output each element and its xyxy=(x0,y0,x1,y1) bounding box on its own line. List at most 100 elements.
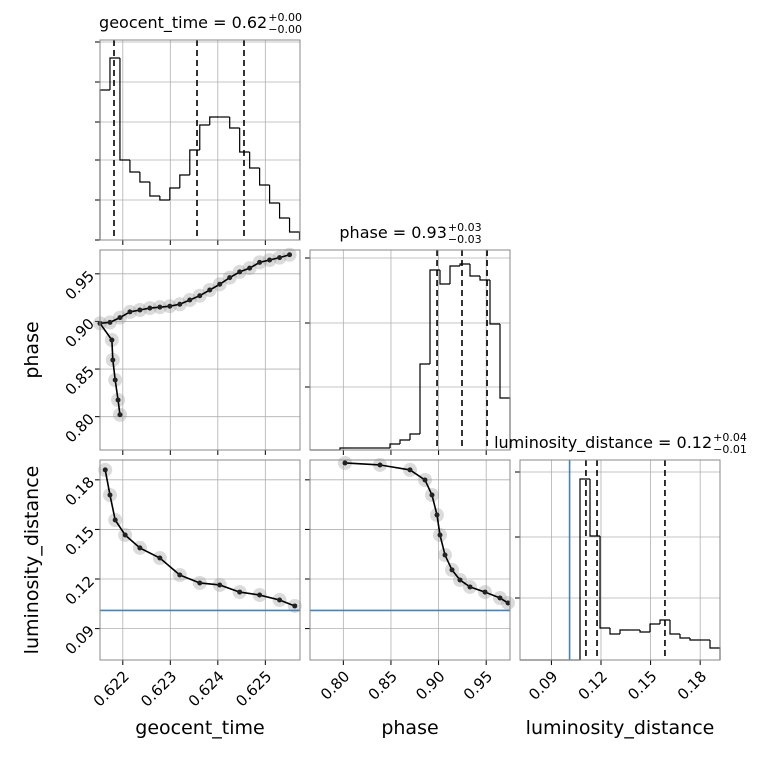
y-tick-label: 0.85 xyxy=(62,362,98,398)
sample-point xyxy=(237,269,243,275)
panel-frame xyxy=(309,459,511,661)
y-tick-label: 0.09 xyxy=(62,622,98,658)
title-superscript: +0.04 xyxy=(713,431,747,444)
y-tick-label: 0.90 xyxy=(62,315,98,351)
histogram-bin xyxy=(339,447,350,450)
sample-point xyxy=(505,600,511,606)
sample-point xyxy=(482,589,488,595)
sample-point xyxy=(107,319,113,325)
y-tick-label: 0.80 xyxy=(62,410,98,446)
sample-point xyxy=(107,492,113,498)
histogram-title: geocent_time = 0.62 xyxy=(99,13,267,33)
sample-point xyxy=(197,580,203,586)
title-subscript: −0.03 xyxy=(448,233,482,246)
sample-point xyxy=(137,545,143,551)
sample-point xyxy=(422,477,428,483)
histogram-bin xyxy=(199,124,210,150)
sample-point xyxy=(237,589,243,595)
sample-point xyxy=(112,517,118,523)
sample-point xyxy=(429,492,435,498)
histogram-bin xyxy=(419,363,430,434)
histogram-bin xyxy=(249,152,260,169)
histogram-title: phase = 0.93 xyxy=(339,223,446,242)
sample-point xyxy=(434,512,440,518)
sample-point xyxy=(157,555,163,561)
panel-frame xyxy=(99,39,301,241)
histogram-bin xyxy=(268,185,280,204)
sample-point xyxy=(449,567,455,573)
panel-frame xyxy=(519,459,721,661)
sample-point xyxy=(217,582,223,588)
sample-point xyxy=(137,307,143,313)
histogram-bin xyxy=(129,160,140,173)
y-tick-label: 0.18 xyxy=(62,473,98,509)
histogram-bin xyxy=(139,172,150,183)
title-superscript: +0.00 xyxy=(268,11,302,24)
histogram-bin xyxy=(639,630,650,633)
sample-point xyxy=(110,357,116,363)
sample-point xyxy=(112,377,118,383)
sample-point xyxy=(177,572,183,578)
x-axis-label: luminosity_distance xyxy=(526,717,715,739)
histogram-bin xyxy=(159,196,170,201)
histogram-bin xyxy=(579,478,590,660)
x-tick-label: 0.12 xyxy=(575,667,611,703)
histogram-bin xyxy=(109,57,120,90)
histogram-bin xyxy=(459,263,470,266)
ridge-line xyxy=(98,253,290,415)
sample-point xyxy=(115,397,121,403)
sample-point xyxy=(147,305,153,311)
sample-point xyxy=(267,257,273,263)
panel-frame xyxy=(309,249,511,451)
sample-point xyxy=(117,315,123,321)
histogram-bin xyxy=(278,203,290,219)
y-tick-label: 0.15 xyxy=(62,523,98,559)
sample-point xyxy=(122,532,128,538)
y-axis-label: luminosity_distance xyxy=(21,466,43,655)
histogram-bin xyxy=(659,619,670,624)
sample-point xyxy=(109,337,115,343)
x-tick-label: 0.624 xyxy=(185,667,228,710)
histogram-bin xyxy=(479,276,490,281)
histogram-bin xyxy=(288,218,301,240)
histogram-bin xyxy=(259,168,270,186)
x-axis-label: geocent_time xyxy=(135,717,264,739)
sample-point xyxy=(177,301,183,307)
histogram-bin xyxy=(389,443,400,448)
histogram-bin xyxy=(169,187,180,200)
y-tick-label: 0.12 xyxy=(62,572,98,608)
sample-point xyxy=(437,532,443,538)
x-tick-label: 0.85 xyxy=(365,667,401,703)
x-tick-label: 0.18 xyxy=(674,667,710,703)
x-axis-label: phase xyxy=(381,717,438,739)
sample-point xyxy=(217,281,223,287)
histogram-bin xyxy=(689,638,700,641)
sample-point xyxy=(442,552,448,558)
sample-point xyxy=(287,252,293,258)
histogram-bin xyxy=(439,270,450,285)
sample-point xyxy=(167,303,173,309)
title-subscript: −0.01 xyxy=(713,443,747,456)
x-tick-label: 0.625 xyxy=(232,667,275,710)
histogram-bin xyxy=(149,182,160,197)
histogram-bin xyxy=(409,433,420,440)
histogram-bin xyxy=(189,149,200,175)
histogram-bin xyxy=(489,280,500,325)
sample-point xyxy=(127,309,133,315)
x-tick-label: 0.09 xyxy=(525,667,561,703)
histogram-bin xyxy=(619,629,630,634)
histogram-bin xyxy=(469,264,480,277)
sample-point xyxy=(157,304,163,310)
histogram-bin xyxy=(599,536,610,629)
sample-point xyxy=(457,577,463,583)
panel-frame xyxy=(99,249,301,451)
histogram-bin xyxy=(649,623,660,632)
sample-point xyxy=(292,603,298,609)
sample-point xyxy=(117,412,123,418)
sample-point xyxy=(247,265,253,271)
sample-point xyxy=(187,297,193,303)
histogram-bin xyxy=(179,174,190,188)
panel-frame xyxy=(99,459,301,661)
sample-point xyxy=(102,467,108,473)
